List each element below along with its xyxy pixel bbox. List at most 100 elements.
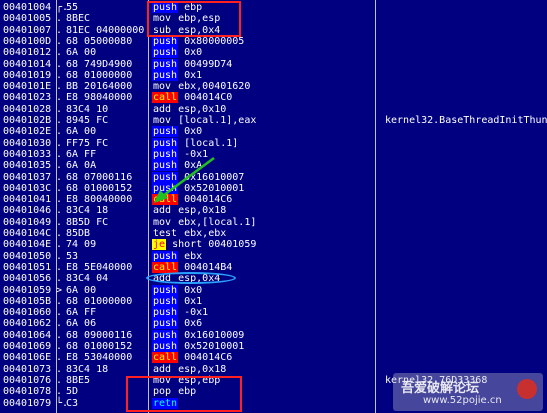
mnemonic: push xyxy=(152,160,179,172)
flow-marker: ┌. xyxy=(56,2,69,13)
comment: kernel32.76D33368 xyxy=(385,374,488,386)
highlight-box-epilogue xyxy=(126,376,242,412)
flow-marker: . xyxy=(56,216,63,228)
address: 0040104C xyxy=(3,228,52,239)
mnemonic: push xyxy=(152,69,179,81)
instruction-row[interactable]: 0040100D. 68 05000080 push 0x80000005 xyxy=(0,35,547,47)
instruction-row[interactable]: 00401023. E8 98040000 call 004014C0 xyxy=(0,92,547,104)
mnemonic: mov xyxy=(153,374,172,386)
instruction-row[interactable]: 00401046. 83C4 18 add esp,0x18 xyxy=(0,205,547,216)
instruction-row[interactable]: 00401004 ┌. 55 push ebp xyxy=(0,2,547,13)
instruction-row[interactable]: 0040105B. 68 01000000 push 0x1 xyxy=(0,295,547,307)
address: 0040106E xyxy=(3,352,52,364)
instruction-row[interactable]: 00401069. 68 01000152 push 0x52010001 xyxy=(0,341,547,352)
mnemonic: push xyxy=(152,284,179,296)
instruction-text: push [local.1] xyxy=(152,137,372,149)
instruction-row[interactable]: 00401035. 6A 0A push 0xA xyxy=(0,160,547,172)
instruction-row[interactable]: 00401005. 8BEC mov ebp,esp xyxy=(0,13,547,24)
address: 0040101E xyxy=(3,81,52,93)
instruction-row[interactable]: 0040106E. E8 53040000 call 004014C6 xyxy=(0,352,547,364)
hex-bytes: 81EC 04000000 xyxy=(66,24,145,36)
flow-marker: . xyxy=(56,24,63,36)
address: 0040103C xyxy=(3,182,52,194)
address: 00401004 xyxy=(3,2,52,13)
instruction-row[interactable]: 00401076. 8BE5 mov esp,ebp kernel32.76D3336… xyxy=(0,375,547,386)
instruction-row[interactable]: 0040102B. 8945 FC mov [local.1],eax kernel3… xyxy=(0,115,547,126)
instruction-row[interactable]: 00401019. 68 01000000 push 0x1 xyxy=(0,69,547,81)
hex-bytes: 6A 00 xyxy=(66,47,97,59)
instruction-row[interactable]: 0040101E. BB 20164000 mov ebx,00401620 xyxy=(0,81,547,92)
mnemonic: call xyxy=(152,352,179,364)
flow-marker: . xyxy=(56,250,63,262)
instruction-row[interactable]: 00401050. 53 push ebx xyxy=(0,250,547,262)
instruction-text: call 004014C0 xyxy=(152,92,372,104)
hex-bytes: 83C4 04 xyxy=(66,273,109,285)
instruction-text: add esp,0x18 xyxy=(152,364,372,375)
instruction-row[interactable]: 00401037. 68 07000116 push 0x16010007 xyxy=(0,171,547,183)
address: 00401051 xyxy=(3,261,52,273)
instruction-text: push 00499D74 xyxy=(152,58,372,70)
watermark-url: www.52pojie.cn xyxy=(423,395,502,406)
operands: esp,0x4 xyxy=(178,24,221,36)
instruction-text: mov [local.1],eax xyxy=(152,115,372,126)
instruction-row[interactable]: 00401007. 81EC 04000000 sub esp,0x4 xyxy=(0,25,547,36)
instruction-row[interactable]: 00401033. 6A FF push -0x1 xyxy=(0,148,547,160)
instruction-text: push 0x6 xyxy=(152,318,372,330)
flow-marker: . xyxy=(56,92,63,104)
flow-marker: . xyxy=(56,160,63,172)
flow-marker: . xyxy=(56,47,63,59)
instruction-row[interactable]: 00401073. 83C4 18 add esp,0x18 xyxy=(0,364,547,375)
instruction-row[interactable]: 0040103C. 68 01000152 push 0x52010001 xyxy=(0,182,547,194)
green-arrow-annotation xyxy=(154,156,215,203)
flow-marker: . xyxy=(56,126,63,138)
operands: ebp xyxy=(178,386,197,398)
instruction-row[interactable]: 00401051. E8 5E040000 call 004014B4 xyxy=(0,261,547,273)
mnemonic: retn xyxy=(152,397,179,409)
operands: esp,ebp xyxy=(178,374,221,386)
instruction-text: call 004014C6 xyxy=(152,194,372,206)
instruction-row[interactable]: 00401079 └. C3 retn xyxy=(0,397,547,409)
instruction-text: mov esp,ebp xyxy=(152,375,372,386)
instruction-row[interactable]: 0040102E. 6A 00 push 0x0 xyxy=(0,126,547,138)
instruction-row[interactable]: 00401030. FF75 FC push [local.1] xyxy=(0,137,547,149)
instruction-row[interactable]: 00401028. 83C4 10 add esp,0x10 xyxy=(0,104,547,115)
operands: ebp xyxy=(184,2,203,13)
mnemonic: sub xyxy=(153,24,172,36)
instruction-row[interactable]: 00401056. 83C4 04 add esp,0x4 xyxy=(0,273,547,284)
hex-bytes: 8BE5 xyxy=(66,374,91,386)
flow-marker: . xyxy=(56,171,63,183)
mnemonic: push xyxy=(152,295,179,307)
instruction-text: push 0x0 xyxy=(152,126,372,138)
hex-bytes: 8945 FC xyxy=(66,115,109,126)
instruction-row[interactable]: 00401060. 6A FF push -0x1 xyxy=(0,307,547,319)
instruction-text: add esp,0x10 xyxy=(152,104,372,115)
instruction-row[interactable]: 00401064. 68 09000116 push 0x16010009 xyxy=(0,329,547,341)
mnemonic: add xyxy=(153,103,172,115)
flow-marker: . xyxy=(56,273,63,285)
instruction-text: push 0x1 xyxy=(152,295,372,307)
mnemonic: call xyxy=(152,194,179,206)
address: 00401079 xyxy=(3,397,52,409)
address: 00401037 xyxy=(3,171,52,183)
instruction-row[interactable]: 0040104C. 85DB test ebx,ebx xyxy=(0,228,547,239)
instruction-row[interactable]: 00401062. 6A 06 push 0x6 xyxy=(0,318,547,330)
address: 00401005 xyxy=(3,13,52,25)
hex-bytes: E8 5E040000 xyxy=(66,261,133,273)
flow-marker: └. xyxy=(56,397,69,409)
operands: -0x1 xyxy=(184,307,209,319)
instruction-row[interactable]: 00401059 >6A 00 push 0x0 xyxy=(0,284,547,296)
instruction-row[interactable]: 00401041. E8 80040000 call 004014C6 xyxy=(0,194,547,206)
instruction-text: push 0x0 xyxy=(152,284,372,296)
operands: ebx,ebx xyxy=(184,228,227,239)
instruction-row[interactable]: 0040104E. 74 09 je short 00401059 xyxy=(0,239,547,251)
flow-marker: . xyxy=(56,205,63,217)
flow-marker: > xyxy=(56,284,63,296)
instruction-row[interactable]: 00401078. 5D pop ebp xyxy=(0,386,547,397)
instruction-row[interactable]: 00401012. 6A 00 push 0x0 xyxy=(0,47,547,59)
mnemonic: call xyxy=(152,92,179,104)
mnemonic: push xyxy=(152,2,179,13)
mnemonic: add xyxy=(153,205,172,217)
instruction-row[interactable]: 00401014. 68 749D4900 push 00499D74 xyxy=(0,58,547,70)
instruction-row[interactable]: 00401049. 8B5D FC mov ebx,[local.1] xyxy=(0,217,547,228)
